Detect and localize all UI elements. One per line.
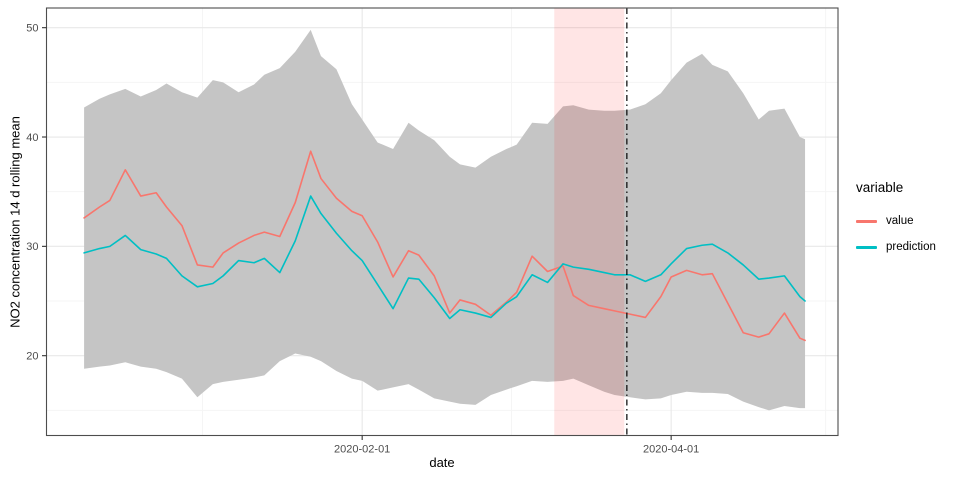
shaded-region	[554, 8, 625, 436]
x-axis-title: date	[429, 455, 455, 470]
x-tick-label: 2020-02-01	[334, 444, 390, 456]
line-prediction	[83, 195, 806, 320]
x-tick-label: 2020-04-01	[643, 444, 699, 456]
legend-title: variable	[856, 180, 904, 195]
legend-label-prediction: prediction	[886, 241, 936, 253]
legend: variable value prediction	[856, 180, 936, 260]
legend-key-line-value	[856, 219, 877, 223]
legend-label-value: value	[886, 215, 914, 227]
y-tick-label: 50	[26, 22, 38, 34]
prediction-interval-ribbon	[84, 29, 806, 411]
y-tick-label: 20	[26, 350, 38, 362]
y-tick-label: 40	[26, 132, 38, 144]
y-axis-title: NO2 concentration 14 d rolling mean	[7, 116, 23, 328]
legend-key-line-prediction	[856, 245, 877, 249]
legend-item-value: value	[856, 208, 936, 234]
legend-item-prediction: prediction	[856, 234, 936, 260]
panel-border	[45, 7, 839, 437]
line-value	[83, 150, 806, 342]
y-tick-label: 30	[26, 241, 38, 253]
